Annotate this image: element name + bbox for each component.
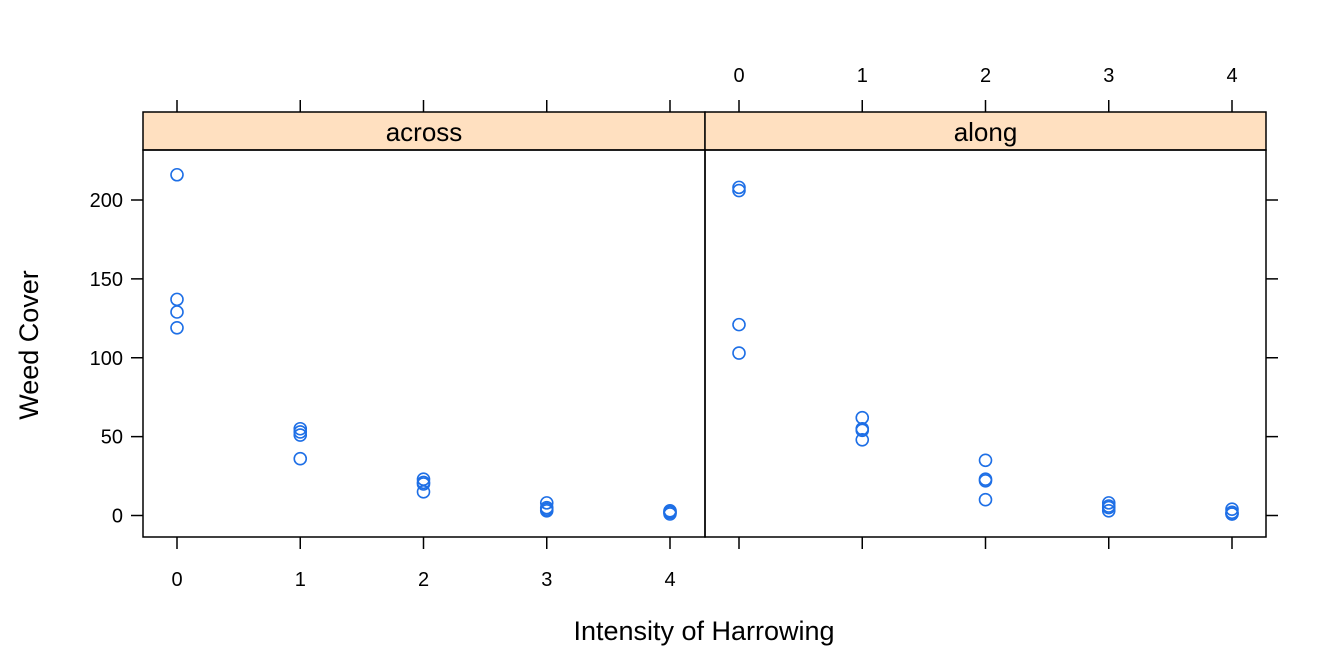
x-tick-label: 0 bbox=[171, 569, 182, 591]
panel-strips: across along bbox=[142, 111, 1267, 151]
y-tick-label: 50 bbox=[101, 427, 123, 449]
x-axis-title: Intensity of Harrowing bbox=[573, 616, 834, 646]
x-tick-label: 3 bbox=[541, 569, 552, 591]
data-point bbox=[293, 428, 308, 442]
data-point bbox=[539, 496, 554, 510]
data-point bbox=[539, 503, 554, 518]
y-tick-label: 200 bbox=[90, 190, 123, 212]
data-point bbox=[732, 346, 746, 360]
data-point bbox=[1101, 503, 1116, 518]
data-point bbox=[978, 473, 993, 488]
x-tick-label: 2 bbox=[980, 65, 991, 87]
panel-frames bbox=[142, 149, 1267, 538]
data-point bbox=[855, 432, 870, 447]
data-point bbox=[170, 292, 184, 307]
strip-label-across: across bbox=[386, 117, 463, 147]
data-point bbox=[1225, 507, 1239, 521]
axis-ticks bbox=[131, 100, 1278, 549]
data-point bbox=[732, 317, 746, 332]
y-tick-label: 150 bbox=[90, 269, 123, 291]
x-tick-label: 3 bbox=[1103, 65, 1114, 87]
x-tick-label: 1 bbox=[295, 569, 306, 591]
data-point bbox=[170, 320, 184, 335]
data-points bbox=[170, 167, 1239, 521]
data-point bbox=[170, 305, 184, 319]
data-point bbox=[732, 183, 746, 198]
panel-frame-along bbox=[704, 149, 1267, 538]
x-tick-label: 2 bbox=[418, 569, 429, 591]
x-tick-label: 4 bbox=[1226, 65, 1237, 87]
panel-frame-across bbox=[142, 149, 706, 538]
x-tick-label: 4 bbox=[664, 569, 675, 591]
y-axis-title: Weed Cover bbox=[14, 270, 44, 420]
strip-background bbox=[142, 111, 706, 151]
y-tick-label: 0 bbox=[112, 506, 123, 528]
axis-tick-labels: 0 1 2 3 4 0 1 2 3 4 0 50 100 150 200 bbox=[90, 65, 1238, 591]
strip-background bbox=[704, 111, 1267, 151]
strip-label-along: along bbox=[954, 117, 1018, 147]
data-point bbox=[416, 477, 431, 491]
data-point bbox=[855, 410, 870, 425]
data-point bbox=[170, 167, 184, 182]
x-tick-label: 1 bbox=[857, 65, 868, 87]
data-point bbox=[855, 423, 870, 438]
y-tick-label: 100 bbox=[90, 348, 123, 370]
data-point bbox=[978, 453, 993, 468]
data-point bbox=[293, 451, 308, 466]
data-point bbox=[978, 492, 993, 507]
data-point bbox=[663, 507, 677, 521]
data-point bbox=[416, 485, 431, 499]
x-tick-label: 0 bbox=[733, 65, 744, 87]
